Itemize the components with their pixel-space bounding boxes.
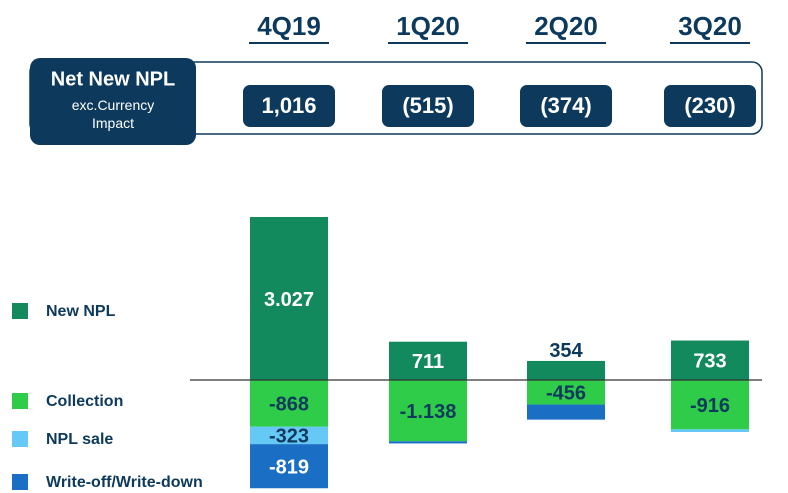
value-label: -868 bbox=[269, 394, 309, 416]
summary-label-box bbox=[30, 58, 196, 145]
value-label: 733 bbox=[693, 351, 726, 373]
category-label: 1Q20 bbox=[396, 11, 460, 41]
value-label: 711 bbox=[412, 351, 444, 373]
category-label: 3Q20 bbox=[678, 11, 742, 41]
category-label: 4Q19 bbox=[257, 11, 321, 41]
legend-label: NPL sale bbox=[46, 431, 113, 448]
value-label: -1.138 bbox=[400, 401, 457, 423]
bar-segment bbox=[389, 341, 467, 380]
legend-label: New NPL bbox=[46, 303, 116, 320]
bar-segment bbox=[250, 380, 328, 427]
summary-value-box bbox=[243, 85, 335, 127]
bar-segment bbox=[671, 380, 749, 430]
legend-swatch bbox=[12, 431, 28, 447]
category-label: 2Q20 bbox=[534, 11, 598, 41]
value-label: -819 bbox=[269, 456, 309, 478]
summary-value: (230) bbox=[684, 93, 735, 118]
value-label: 3.027 bbox=[264, 289, 314, 311]
bar-segment bbox=[250, 426, 328, 445]
value-label: -323 bbox=[269, 426, 309, 448]
bar-segment bbox=[250, 217, 328, 380]
bar-segment bbox=[527, 380, 605, 405]
summary-value: (515) bbox=[402, 93, 453, 118]
value-label: -456 bbox=[546, 383, 586, 405]
legend-swatch bbox=[12, 303, 28, 319]
value-label: -916 bbox=[690, 395, 730, 417]
summary-value: 1,016 bbox=[261, 93, 316, 118]
bar-segment bbox=[389, 380, 467, 442]
summary-subtitle: exc.Currency Impact bbox=[71, 97, 155, 131]
legend-label: Write-off/Write-down bbox=[46, 474, 203, 491]
bar-segment bbox=[671, 340, 749, 380]
bar-segment bbox=[250, 444, 328, 489]
bar-segment bbox=[671, 429, 749, 433]
summary-value-box bbox=[664, 85, 756, 127]
bar-segment bbox=[389, 441, 467, 444]
summary-subtitle-box: exc.Currency Impact bbox=[71, 97, 155, 131]
summary-value: (374) bbox=[540, 93, 591, 118]
summary-value-box bbox=[520, 85, 612, 127]
legend-swatch bbox=[12, 393, 28, 409]
summary-title: Net New NPL bbox=[51, 68, 175, 90]
legend-swatch bbox=[12, 474, 28, 490]
bar-segment bbox=[527, 360, 605, 380]
value-label: 354 bbox=[549, 340, 583, 362]
bar-segment bbox=[527, 404, 605, 420]
summary-value-box bbox=[382, 85, 474, 127]
legend-label: Collection bbox=[46, 393, 123, 410]
